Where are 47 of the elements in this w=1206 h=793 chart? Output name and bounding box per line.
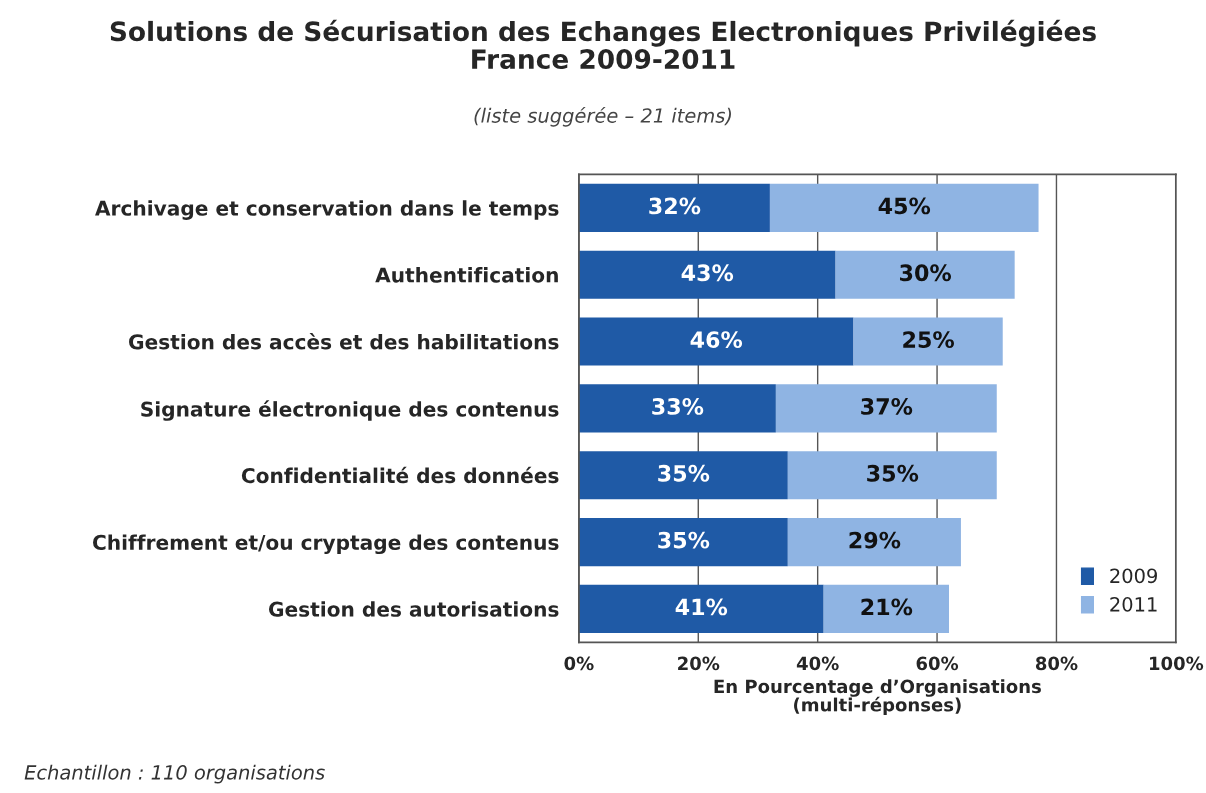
- bar: [578, 250, 836, 299]
- bar: [769, 183, 1039, 232]
- x-tick-label: 40%: [796, 656, 839, 671]
- data-label: 35%: [658, 531, 710, 549]
- x-tick-label: 60%: [916, 656, 959, 671]
- y-tick-label: Authentification: [375, 267, 558, 283]
- data-label: 30%: [900, 264, 952, 282]
- data-label: 35%: [867, 464, 919, 482]
- data-label: 41%: [675, 598, 728, 616]
- legend-label: 2011: [1110, 597, 1157, 612]
- bar: [787, 518, 961, 567]
- bar: [787, 451, 997, 500]
- data-label: 35%: [658, 464, 710, 482]
- data-label: 25%: [903, 331, 954, 348]
- data-label: 33%: [652, 398, 704, 415]
- x-tick-label: 20%: [678, 656, 720, 671]
- x-tick-label: 100%: [1150, 656, 1204, 671]
- bar: [853, 317, 1003, 366]
- bar: [835, 250, 1015, 299]
- bar: [578, 451, 788, 500]
- x-tick-label: 80%: [1035, 656, 1078, 671]
- bar: [578, 518, 788, 567]
- bar: [578, 317, 854, 366]
- data-label: 37%: [861, 398, 913, 415]
- bar: [823, 584, 949, 633]
- y-tick-label: Archivage et conservation dans le temps: [95, 200, 559, 220]
- data-label: 43%: [681, 264, 734, 282]
- data-label: 46%: [690, 331, 743, 348]
- y-tick-label: Signature électronique des contenus: [141, 400, 559, 421]
- chart-subtitle: (liste suggérée – 21 items): [474, 107, 731, 127]
- legend-label: 2009: [1110, 568, 1157, 584]
- data-label: 29%: [849, 531, 901, 549]
- y-tick-label: Confidentialité des données: [241, 466, 559, 484]
- bar: [775, 384, 997, 433]
- x-tick-label: 0%: [564, 656, 594, 671]
- data-label: 21%: [861, 598, 913, 616]
- chart-title: Solutions de Sécurisation des Echanges Electroniques Privilégiées France 2009-2011: [110, 19, 1096, 70]
- data-label: 45%: [878, 197, 931, 215]
- y-tick-label: Chiffrement et/ou cryptage des contenus: [93, 534, 559, 555]
- y-tick-label: Gestion des accès et des habilitations: [129, 333, 559, 350]
- data-label: 32%: [649, 197, 701, 215]
- bar: [578, 183, 770, 232]
- bar: [578, 584, 824, 633]
- y-tick-label: Gestion des autorisations: [268, 601, 559, 617]
- x-axis-title: En Pourcentage d’Organisations (multi-réponses): [714, 679, 1041, 716]
- text: Echantillon : 110 organisations: [24, 764, 325, 784]
- bar: [578, 384, 776, 433]
